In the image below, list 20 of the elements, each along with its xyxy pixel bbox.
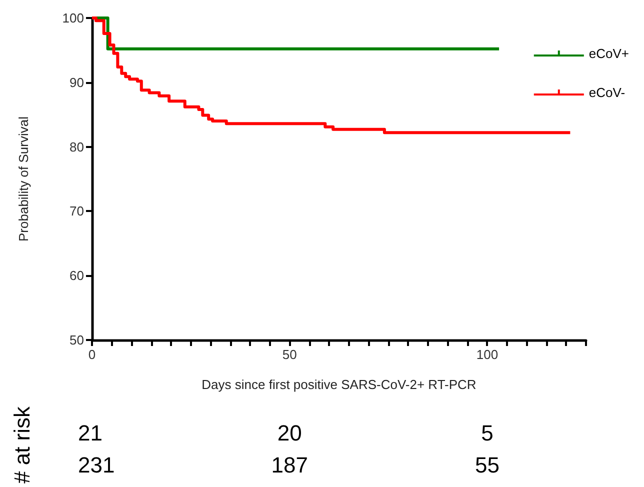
y-tick-label: 90 (70, 74, 84, 90)
text: 21 (78, 420, 102, 446)
text: 231 (78, 452, 115, 478)
text: # at risk (10, 405, 34, 484)
x-tick-label: 0 (88, 347, 96, 362)
y-tick-label: 70 (70, 204, 84, 219)
x-axis-title: Days since first positive SARS-CoV-2+ RT-PCR (202, 377, 476, 392)
y-tick-label: 60 (70, 268, 84, 284)
text: 187 (271, 452, 308, 478)
y-tick-label: 80 (70, 139, 84, 154)
text: 5 (481, 420, 494, 446)
legend-label: eCoV- (588, 85, 626, 100)
text: 20 (277, 420, 302, 446)
y-axis-title: Probability of Survival (16, 116, 31, 242)
x-tick-label: 50 (282, 347, 297, 362)
y-tick-label: 50 (70, 332, 84, 348)
x-tick-label: 100 (476, 347, 498, 362)
legend-label: eCoV+ (588, 46, 630, 61)
text: 55 (474, 452, 500, 478)
y-tick-label: 100 (62, 10, 84, 26)
